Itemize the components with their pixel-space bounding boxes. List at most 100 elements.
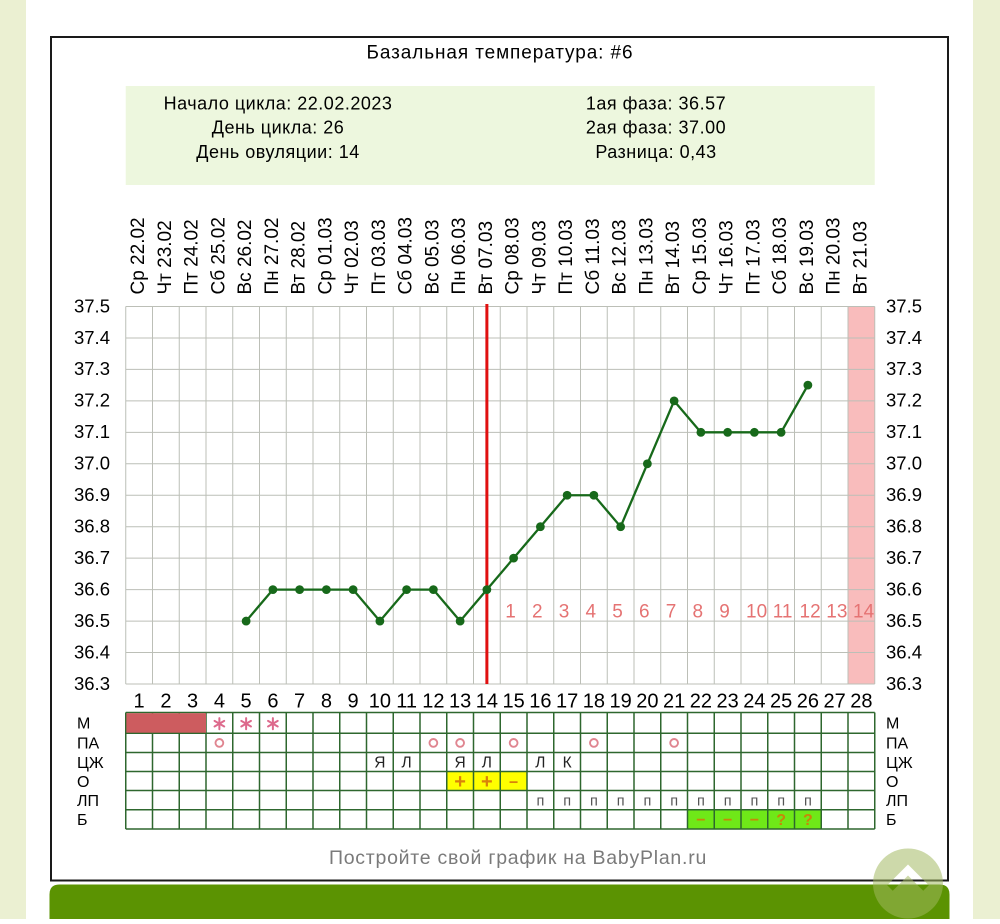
svg-text:День цикла: 26: День цикла: 26 [212, 118, 345, 138]
svg-text:Чт 23.02: Чт 23.02 [155, 220, 176, 294]
svg-text:26: 26 [797, 691, 819, 713]
svg-text:О: О [886, 774, 898, 791]
svg-text:ЛП: ЛП [77, 793, 99, 810]
svg-text:п: п [804, 793, 812, 809]
svg-text:+: + [454, 771, 466, 793]
svg-text:28: 28 [850, 691, 872, 713]
svg-text:?: ? [776, 812, 786, 829]
svg-text:36.5: 36.5 [74, 610, 110, 631]
svg-text:Вт 07.03: Вт 07.03 [476, 221, 497, 295]
svg-text:3: 3 [187, 691, 198, 713]
svg-text:12: 12 [800, 602, 821, 623]
svg-text:О: О [77, 774, 89, 791]
svg-text:36.8: 36.8 [74, 516, 110, 537]
svg-text:4: 4 [586, 602, 597, 623]
svg-text:Пн 27.02: Пн 27.02 [262, 218, 283, 295]
svg-text:13: 13 [826, 602, 847, 623]
svg-text:Пн 13.03: Пн 13.03 [636, 218, 657, 295]
svg-text:37.4: 37.4 [886, 327, 922, 348]
svg-text:Б: Б [77, 812, 88, 829]
svg-text:14: 14 [853, 602, 875, 623]
svg-text:Л: Л [482, 754, 492, 771]
svg-text:7: 7 [294, 691, 305, 713]
svg-text:Вт 14.03: Вт 14.03 [663, 221, 684, 295]
svg-text:36.6: 36.6 [886, 578, 922, 599]
svg-text:М: М [886, 716, 899, 733]
svg-text:4: 4 [214, 691, 225, 713]
svg-text:Вт 28.02: Вт 28.02 [289, 221, 310, 295]
svg-text:37.3: 37.3 [886, 358, 922, 379]
svg-text:13: 13 [449, 691, 471, 713]
svg-text:Я: Я [455, 754, 466, 771]
svg-text:37.0: 37.0 [886, 453, 922, 474]
svg-text:−: − [509, 775, 518, 792]
svg-text:−: − [750, 812, 759, 829]
svg-text:Ср 15.03: Ср 15.03 [690, 217, 711, 294]
svg-text:1ая фаза: 36.57: 1ая фаза: 36.57 [586, 93, 726, 113]
svg-text:2ая фаза: 37.00: 2ая фаза: 37.00 [586, 118, 726, 138]
svg-text:36.5: 36.5 [886, 610, 922, 631]
svg-text:Ср 01.03: Ср 01.03 [315, 217, 336, 294]
svg-text:Пт 10.03: Пт 10.03 [556, 219, 577, 294]
svg-text:24: 24 [743, 691, 765, 713]
svg-text:27: 27 [823, 691, 845, 713]
svg-text:Чт 16.03: Чт 16.03 [717, 220, 738, 294]
svg-text:36.9: 36.9 [74, 484, 110, 505]
svg-text:Ср 22.02: Ср 22.02 [128, 217, 149, 294]
svg-text:9: 9 [719, 602, 730, 623]
svg-text:6: 6 [639, 602, 650, 623]
svg-text:1: 1 [505, 602, 516, 623]
svg-text:22: 22 [690, 691, 712, 713]
svg-text:3: 3 [559, 602, 570, 623]
svg-text:36.3: 36.3 [74, 673, 110, 694]
svg-text:Л: Л [402, 754, 412, 771]
svg-text:п: п [777, 793, 785, 809]
svg-text:14: 14 [476, 691, 498, 713]
svg-text:Ср 08.03: Ср 08.03 [503, 217, 524, 294]
svg-text:10: 10 [746, 602, 767, 623]
svg-text:37.2: 37.2 [886, 390, 922, 411]
svg-text:1: 1 [134, 691, 145, 713]
svg-text:Вс 19.03: Вс 19.03 [797, 220, 818, 295]
svg-text:Начало цикла: 22.02.2023: Начало цикла: 22.02.2023 [164, 93, 393, 113]
svg-text:Сб 04.03: Сб 04.03 [396, 217, 417, 294]
svg-text:Сб 25.02: Сб 25.02 [208, 217, 229, 294]
svg-text:п: п [643, 793, 651, 809]
svg-text:Базальная температура: #6: Базальная температура: #6 [367, 43, 634, 64]
svg-text:п: п [697, 793, 705, 809]
svg-text:7: 7 [666, 602, 677, 623]
svg-text:п: п [536, 793, 544, 809]
svg-text:25: 25 [770, 691, 792, 713]
svg-text:10: 10 [369, 691, 391, 713]
svg-text:Пн 06.03: Пн 06.03 [449, 218, 470, 295]
svg-text:8: 8 [321, 691, 332, 713]
svg-text:23: 23 [716, 691, 738, 713]
svg-text:Пт 03.03: Пт 03.03 [369, 219, 390, 294]
svg-text:+: + [481, 771, 493, 793]
svg-text:5: 5 [241, 691, 252, 713]
svg-text:К: К [563, 754, 572, 771]
svg-text:Чт 02.03: Чт 02.03 [342, 220, 363, 294]
svg-text:36.6: 36.6 [74, 578, 110, 599]
svg-text:ПА: ПА [77, 736, 100, 753]
svg-text:День овуляции: 14: День овуляции: 14 [196, 142, 360, 162]
svg-text:36.4: 36.4 [74, 641, 110, 662]
svg-text:6: 6 [267, 691, 278, 713]
svg-text:Я: Я [374, 754, 385, 771]
svg-text:п: п [617, 793, 625, 809]
svg-text:5: 5 [612, 602, 623, 623]
svg-text:36.9: 36.9 [886, 484, 922, 505]
svg-text:37.4: 37.4 [74, 327, 110, 348]
svg-text:ПА: ПА [886, 736, 909, 753]
svg-text:9: 9 [348, 691, 359, 713]
svg-text:п: п [563, 793, 571, 809]
svg-text:Чт 09.03: Чт 09.03 [529, 220, 550, 294]
svg-text:Пт 17.03: Пт 17.03 [743, 219, 764, 294]
svg-text:п: п [670, 793, 678, 809]
svg-text:Постройте свой график на BabyP: Постройте свой график на BabyPlan.ru [329, 847, 707, 869]
svg-text:17: 17 [556, 691, 578, 713]
svg-text:ЦЖ: ЦЖ [886, 755, 913, 772]
svg-text:Пн 20.03: Пн 20.03 [824, 218, 845, 295]
svg-text:п: п [724, 793, 732, 809]
svg-text:8: 8 [693, 602, 704, 623]
